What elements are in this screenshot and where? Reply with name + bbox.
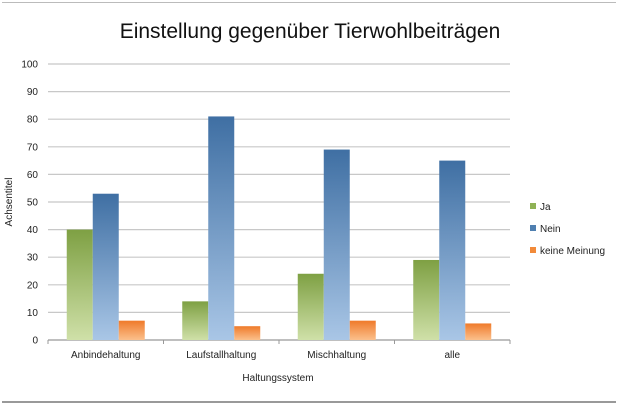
chart-title: Einstellung gegenüber Tierwohlbeiträgen: [119, 20, 501, 43]
bar-nein: [323, 149, 350, 340]
y-tick-label: 30: [27, 253, 39, 264]
y-tick-label: 50: [27, 198, 39, 209]
y-tick-label: 100: [21, 60, 38, 71]
bar-ja: [66, 229, 93, 340]
x-tick-label: Laufstallhaltung: [186, 350, 256, 361]
chart-frame: [2, 2, 616, 403]
legend-label: keine Meinung: [540, 246, 605, 257]
legend-swatch: [530, 203, 536, 209]
legend-label: Ja: [540, 202, 551, 213]
y-tick-label: 60: [27, 170, 39, 181]
bar-keine-meinung: [465, 323, 492, 340]
x-tick-label: alle: [444, 350, 460, 361]
y-tick-label: 20: [27, 280, 39, 291]
y-tick-label: 70: [27, 142, 39, 153]
y-tick-label: 90: [27, 87, 39, 98]
x-tick-label: Mischhaltung: [307, 350, 366, 361]
bar-ja: [413, 259, 440, 340]
y-tick-label: 0: [32, 336, 38, 347]
x-axis-label: Haltungssystem: [242, 373, 313, 384]
bar-keine-meinung: [118, 320, 145, 340]
y-tick-label: 10: [27, 308, 39, 319]
legend-swatch: [530, 247, 536, 253]
bar-nein: [92, 193, 119, 340]
bar-nein: [208, 116, 235, 340]
y-tick-label: 80: [27, 115, 39, 126]
legend-swatch: [530, 225, 536, 231]
bar-keine-meinung: [234, 326, 261, 340]
bar-nein: [439, 160, 466, 340]
bar-ja: [297, 273, 324, 340]
legend-label: Nein: [540, 224, 561, 235]
bar-ja: [182, 301, 209, 340]
y-axis-label: Achsentitel: [4, 178, 15, 227]
bar-keine-meinung: [349, 320, 376, 340]
y-tick-label: 40: [27, 225, 39, 236]
x-tick-label: Anbindehaltung: [71, 350, 141, 361]
